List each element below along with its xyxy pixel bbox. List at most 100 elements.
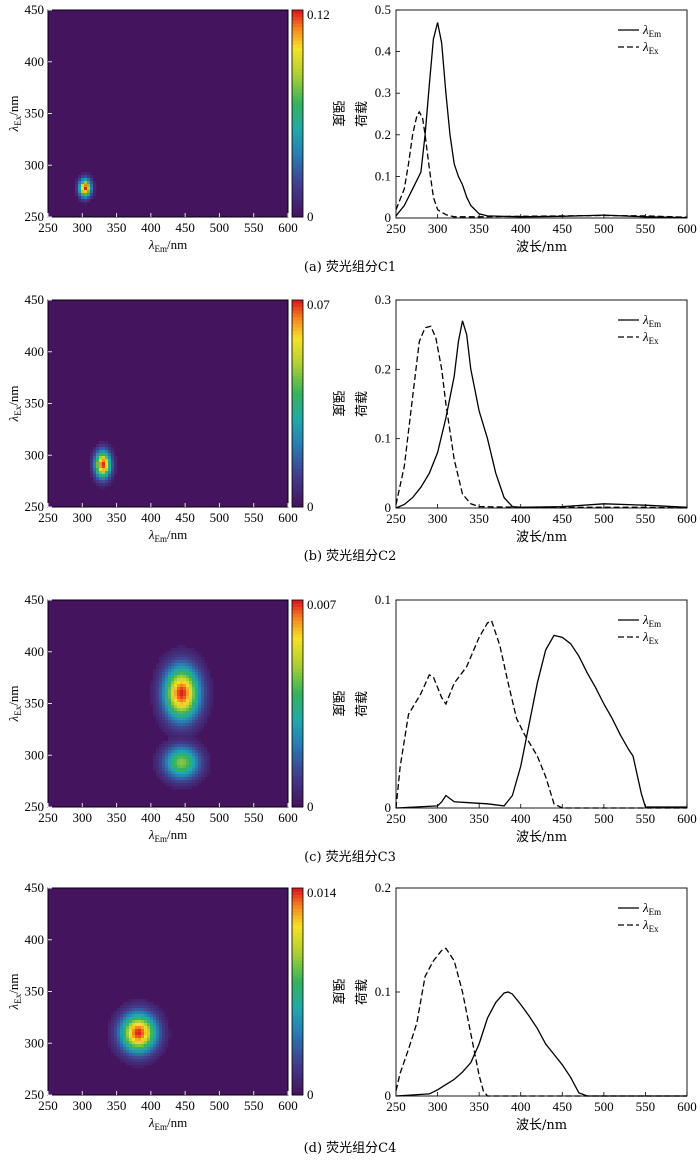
heatmap-cell	[111, 1029, 115, 1033]
heatmap-cell	[138, 999, 142, 1003]
colorbar-segment	[292, 682, 303, 687]
heatmap-cell	[135, 1047, 139, 1051]
colorbar-max-label: 0.014	[307, 885, 337, 900]
heatmap-cell	[177, 747, 181, 751]
heatmap-cell	[168, 687, 172, 691]
heatmap-cell	[210, 699, 214, 703]
heatmap-cell	[183, 693, 187, 697]
heatmap-cell	[165, 669, 169, 673]
colorbar-segment	[292, 192, 303, 197]
heatmap-cell	[189, 714, 193, 718]
heatmap-cell	[108, 480, 112, 484]
heatmap-cell	[177, 726, 181, 730]
heatmap-cell	[189, 732, 193, 736]
heatmap-cell	[144, 1020, 148, 1024]
heatmap-cell	[198, 711, 202, 715]
heatmap-cell	[186, 666, 190, 670]
heatmap-cell	[105, 471, 109, 475]
heatmap-cell	[87, 199, 91, 203]
heatmap-cell	[165, 675, 169, 679]
heatmap-cell	[156, 1053, 160, 1057]
heatmap-cell	[159, 1014, 163, 1018]
heatmap-cell	[198, 756, 202, 760]
heatmap-cell	[84, 196, 88, 200]
heatmap-cell	[174, 678, 178, 682]
heatmap-cell	[138, 1017, 142, 1021]
colorbar-segment	[292, 92, 303, 97]
colorbar-segment	[292, 991, 303, 996]
heatmap-x-tick-label: 400	[141, 810, 161, 825]
heatmap-cell	[210, 696, 214, 700]
heatmap-cell	[198, 699, 202, 703]
heatmap-cell	[189, 657, 193, 661]
heatmap-cell	[84, 190, 88, 194]
heatmap-cell	[150, 1047, 154, 1051]
heatmap-cell	[186, 693, 190, 697]
heatmap-cell	[189, 687, 193, 691]
legend-ex-label: λEx	[642, 917, 659, 934]
colorbar-segment	[292, 953, 303, 958]
heatmap-cell	[159, 687, 163, 691]
colorbar-segment	[292, 803, 303, 808]
heatmap-cell	[171, 750, 175, 754]
heatmap-cell	[177, 771, 181, 775]
heatmap-cell	[156, 696, 160, 700]
colorbar-segment	[292, 800, 303, 805]
heatmap-cell	[204, 666, 208, 670]
heatmap-cell	[135, 1011, 139, 1015]
heatmap-cell	[162, 780, 166, 784]
heatmap-cell	[195, 756, 199, 760]
heatmap-cell	[204, 771, 208, 775]
heatmap-cell	[186, 732, 190, 736]
heatmap-cell	[162, 747, 166, 751]
x-axis-label: 波长/nm	[516, 1118, 567, 1133]
heatmap-cell	[189, 744, 193, 748]
heatmap-cell	[195, 657, 199, 661]
heatmap-cell	[177, 672, 181, 676]
heatmap-cell	[96, 471, 100, 475]
heatmap-cell	[108, 1032, 112, 1036]
heatmap-cell	[165, 723, 169, 727]
heatmap-cell	[186, 750, 190, 754]
heatmap-cell	[186, 708, 190, 712]
heatmap-cell	[120, 1044, 124, 1048]
colorbar-segment	[292, 1015, 303, 1020]
heatmap-cell	[174, 774, 178, 778]
heatmap-cell	[201, 714, 205, 718]
heatmap-cell	[183, 675, 187, 679]
heatmap-cell	[174, 660, 178, 664]
colorbar-segment	[292, 1067, 303, 1072]
heatmap-cell	[186, 702, 190, 706]
heatmap-cell	[186, 678, 190, 682]
heatmap-cell	[186, 759, 190, 763]
heatmap-cell	[198, 687, 202, 691]
heatmap-cell	[93, 453, 97, 457]
heatmap-cell	[120, 1038, 124, 1042]
heatmap-cell	[159, 663, 163, 667]
heatmap-cell	[93, 474, 97, 478]
heatmap-cell	[195, 771, 199, 775]
heatmap-cell	[180, 693, 184, 697]
heatmap-cell	[189, 759, 193, 763]
colorbar-segment	[292, 606, 303, 611]
heatmap-cell	[177, 660, 181, 664]
heatmap-cell	[150, 687, 154, 691]
heatmap-cell	[78, 178, 82, 182]
heatmap-x-tick-label: 400	[141, 510, 161, 525]
heatmap-cell	[174, 768, 178, 772]
heatmap-cell	[141, 1026, 145, 1030]
heatmap-cell	[207, 687, 211, 691]
heatmap-x-tick-label: 300	[73, 510, 93, 525]
heatmap-cell	[177, 678, 181, 682]
heatmap-cell	[99, 471, 103, 475]
heatmap-cell	[147, 1011, 151, 1015]
colorbar-segment	[292, 175, 303, 180]
heatmap-cell	[195, 726, 199, 730]
colorbar-segment	[292, 61, 303, 66]
heatmap-cell	[207, 699, 211, 703]
heatmap-cell	[120, 1035, 124, 1039]
heatmap-cell	[186, 774, 190, 778]
heatmap-cell	[147, 1035, 151, 1039]
heatmap-cell	[156, 678, 160, 682]
